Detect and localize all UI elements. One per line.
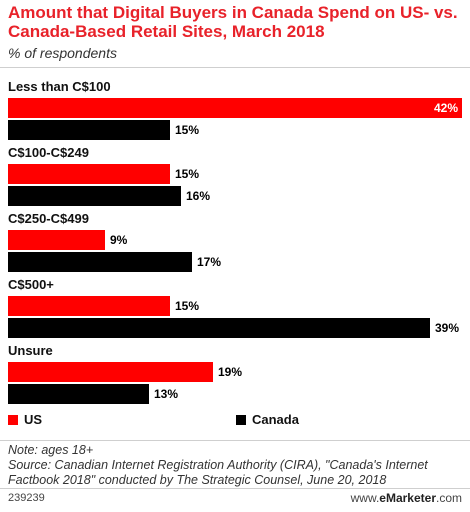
notes-divider — [0, 440, 470, 441]
category-label: Less than C$100 — [8, 79, 111, 94]
category-label: Unsure — [8, 343, 53, 358]
data-label: 9% — [110, 233, 128, 247]
emarketer-credit: www.eMarketer.com — [351, 491, 462, 505]
bar-us — [8, 164, 170, 184]
data-label: 13% — [154, 387, 179, 401]
footer-divider — [0, 488, 470, 489]
top-divider — [0, 67, 470, 68]
source-line-1: Source: Canadian Internet Registration A… — [8, 458, 428, 472]
legend-label-us: US — [24, 412, 43, 427]
bar-canada — [8, 186, 181, 206]
data-label: 15% — [175, 299, 200, 313]
bar-canada — [8, 120, 170, 140]
legend-label-canada: Canada — [252, 412, 299, 427]
credit-prefix: www. — [350, 491, 380, 505]
bar-us — [8, 296, 170, 316]
credit-suffix: .com — [435, 491, 462, 505]
bar-canada — [8, 318, 430, 338]
chart-id: 239239 — [8, 492, 45, 504]
note-text: Note: ages 18+ — [8, 443, 94, 457]
data-label: 15% — [175, 123, 200, 137]
chart-title: Amount that Digital Buyers in Canada Spe… — [8, 3, 458, 41]
category-label: C$250-C$499 — [8, 211, 89, 226]
bar-us — [8, 362, 213, 382]
chart-subtitle: % of respondents — [8, 45, 117, 61]
bar-us — [8, 230, 105, 250]
data-label: 15% — [175, 167, 200, 181]
data-label: 19% — [218, 365, 243, 379]
bar-canada — [8, 252, 192, 272]
data-label: 17% — [197, 255, 222, 269]
category-label: C$500+ — [8, 277, 54, 292]
data-label: 42% — [433, 101, 458, 115]
legend-swatch-us — [8, 415, 18, 425]
data-label: 39% — [435, 321, 460, 335]
bar-canada — [8, 384, 149, 404]
data-label: 16% — [186, 189, 211, 203]
category-label: C$100-C$249 — [8, 145, 89, 160]
credit-brand: eMarketer — [379, 491, 436, 505]
legend-swatch-canada — [236, 415, 246, 425]
source-line-2: Factbook 2018" conducted by The Strategi… — [8, 473, 387, 487]
bar-us — [8, 98, 462, 118]
